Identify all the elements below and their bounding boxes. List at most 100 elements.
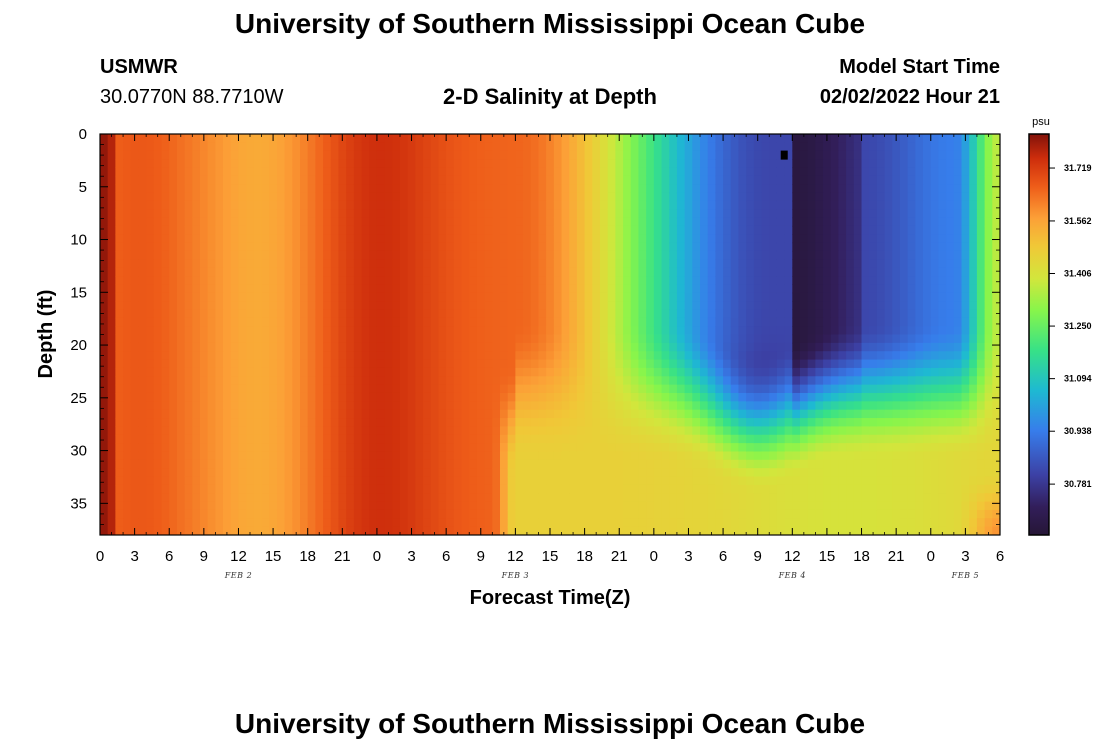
heatmap-cell (715, 259, 724, 269)
heatmap-cell (430, 142, 440, 152)
heatmap-cell (153, 276, 163, 285)
heatmap-cell (369, 476, 378, 486)
heatmap-cell (823, 451, 832, 461)
heatmap-cell (692, 292, 701, 302)
heatmap-cell (861, 301, 870, 311)
heatmap-cell (723, 192, 732, 202)
heatmap-cell (807, 509, 816, 519)
heatmap-cell (461, 326, 470, 336)
heatmap-cell (230, 426, 240, 436)
heatmap-cell (376, 142, 386, 152)
heatmap-cell (492, 159, 501, 169)
heatmap-cell (692, 509, 701, 519)
heatmap-cell (461, 401, 470, 411)
heatmap-cell (107, 409, 116, 419)
heatmap-cell (407, 200, 416, 210)
heatmap-cell (261, 267, 270, 277)
heatmap-cell (461, 309, 470, 319)
heatmap-cell (430, 301, 440, 311)
heatmap-cell (846, 384, 855, 394)
heatmap-cell (400, 309, 409, 319)
heatmap-cell (876, 401, 886, 411)
heatmap-cell (500, 359, 509, 369)
heatmap-cell (284, 426, 293, 436)
heatmap-cell (792, 134, 801, 143)
heatmap-cell (130, 334, 140, 344)
heatmap-cell (838, 317, 847, 327)
heatmap-cell (253, 459, 263, 469)
heatmap-cell (792, 150, 801, 160)
heatmap-cell (615, 468, 624, 478)
heatmap-cell (761, 476, 770, 486)
heatmap-cell (276, 209, 286, 219)
heatmap-cell (361, 526, 370, 535)
heatmap-cell (407, 476, 416, 486)
heatmap-cell (892, 159, 901, 169)
heatmap-cell (284, 150, 293, 160)
heatmap-cell (307, 276, 316, 285)
heatmap-cell (707, 434, 716, 444)
heatmap-cell (107, 509, 116, 519)
heatmap-cell (876, 418, 886, 427)
heatmap-cell (123, 276, 132, 285)
heatmap-cell (169, 317, 178, 327)
heatmap-cell (215, 301, 224, 311)
heatmap-cell (492, 384, 501, 394)
heatmap-cell (646, 292, 655, 302)
heatmap-cell (792, 267, 801, 277)
heatmap-cell (707, 184, 716, 194)
model-start-label: Model Start Time (839, 56, 1000, 78)
heatmap-cell (846, 426, 855, 436)
heatmap-cell (561, 384, 570, 394)
heatmap-cell (176, 342, 186, 352)
heatmap-cell (446, 401, 455, 411)
heatmap-cell (553, 192, 563, 202)
heatmap-cell (476, 309, 486, 319)
heatmap-cell (846, 409, 855, 419)
heatmap-cell (538, 401, 547, 411)
heatmap-cell (653, 367, 663, 377)
heatmap-cell (207, 367, 216, 377)
heatmap-cell (138, 167, 147, 177)
heatmap-cell (223, 292, 232, 302)
heatmap-cell (292, 217, 301, 227)
heatmap-cell (761, 292, 770, 302)
heatmap-cell (100, 434, 109, 444)
heatmap-cell (484, 317, 493, 327)
heatmap-cell (576, 376, 586, 386)
heatmap-cell (176, 259, 186, 269)
heatmap-cell (330, 476, 340, 486)
heatmap-cell (776, 326, 786, 336)
heatmap-cell (792, 401, 801, 411)
heatmap-cell (453, 259, 463, 269)
heatmap-cell (815, 459, 824, 469)
heatmap-cell (638, 150, 647, 160)
heatmap-cell (723, 259, 732, 269)
heatmap-cell (807, 200, 816, 210)
heatmap-cell (476, 217, 486, 227)
heatmap-cell (423, 217, 432, 227)
heatmap-cell (361, 276, 370, 285)
heatmap-cell (515, 468, 524, 478)
heatmap-cell (861, 367, 870, 377)
heatmap-cell (107, 476, 116, 486)
heatmap-cell (784, 367, 793, 377)
heatmap-cell (769, 242, 778, 252)
heatmap-cell (723, 317, 732, 327)
heatmap-cell (284, 484, 293, 494)
heatmap-cell (176, 501, 186, 511)
heatmap-cell (723, 267, 732, 277)
heatmap-cell (100, 351, 109, 361)
heatmap-cell (815, 359, 824, 369)
heatmap-cell (553, 150, 563, 160)
heatmap-cell (553, 509, 563, 519)
heatmap-cell (384, 401, 393, 411)
heatmap-cell (207, 250, 216, 260)
heatmap-cell (630, 150, 640, 160)
heatmap-cell (115, 476, 124, 486)
heatmap-cell (269, 518, 278, 528)
heatmap-cell (830, 434, 840, 444)
heatmap-cell (369, 217, 378, 227)
heatmap-cell (738, 468, 747, 478)
heatmap-cell (284, 434, 293, 444)
